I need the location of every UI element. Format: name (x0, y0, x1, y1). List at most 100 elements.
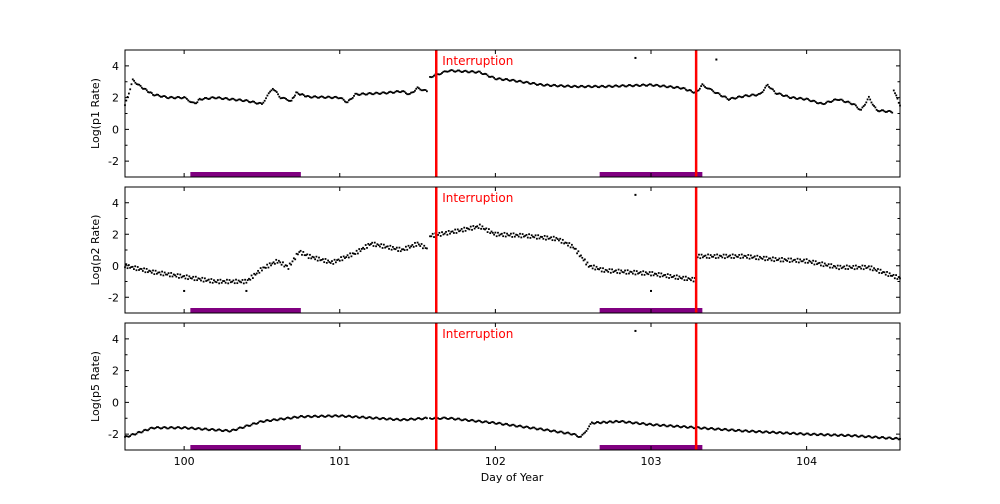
data-point (135, 432, 138, 435)
data-point (814, 433, 817, 436)
data-point (274, 262, 276, 265)
data-point (663, 423, 665, 426)
data-point (856, 106, 859, 109)
data-point (379, 418, 381, 421)
data-point (818, 433, 821, 436)
data-point (713, 254, 716, 256)
data-point (450, 69, 453, 71)
data-point (653, 272, 656, 275)
data-point (871, 103, 874, 106)
data-point (418, 417, 420, 419)
data-point (371, 241, 374, 244)
data-point (831, 266, 834, 269)
data-point (550, 430, 553, 433)
data-point (599, 85, 602, 88)
data-point (870, 101, 873, 104)
data-point (847, 433, 850, 436)
data-point (716, 253, 719, 256)
data-point (218, 282, 221, 285)
data-point (295, 252, 298, 255)
data-point (781, 256, 783, 259)
data-point (364, 93, 367, 96)
data-point (337, 258, 340, 261)
data-point (388, 91, 390, 94)
data-point (175, 275, 178, 278)
data-point (481, 225, 484, 228)
data-point (594, 422, 597, 424)
data-point (638, 272, 641, 274)
data-point (552, 235, 555, 238)
data-point (237, 279, 240, 282)
data-point (504, 422, 507, 425)
data-point (866, 98, 869, 101)
data-point (379, 93, 381, 95)
data-point (580, 254, 582, 257)
axes-frame (124, 49, 901, 178)
data-point (884, 437, 887, 440)
data-point (178, 426, 180, 429)
data-point (202, 98, 205, 100)
data-point (357, 93, 359, 96)
data-point (670, 85, 673, 88)
data-point (489, 422, 492, 424)
data-point (626, 84, 629, 87)
data-point (285, 98, 287, 100)
data-point (401, 248, 403, 251)
data-point (309, 96, 311, 98)
data-point (642, 83, 645, 86)
data-point (629, 420, 632, 423)
data-point (254, 422, 257, 425)
data-point (733, 429, 735, 432)
data-point (185, 97, 188, 100)
data-point (870, 436, 873, 439)
data-point (296, 91, 299, 94)
data-point (682, 275, 685, 278)
data-point (350, 255, 353, 258)
data-point (855, 434, 857, 437)
data-point (377, 92, 380, 95)
data-point (525, 425, 528, 428)
data-point (705, 87, 708, 89)
data-point (390, 91, 393, 94)
data-point (643, 84, 646, 86)
data-point (454, 418, 457, 421)
data-point (563, 85, 566, 88)
data-point (893, 277, 896, 280)
data-point (897, 101, 900, 104)
data-point (140, 86, 143, 89)
data-point (167, 97, 170, 100)
data-point (319, 96, 322, 98)
data-point (416, 241, 419, 244)
data-point (397, 90, 400, 93)
data-point (691, 276, 694, 279)
y-tick-label: 0 (112, 123, 119, 136)
outlier-point (634, 56, 637, 59)
data-point (272, 261, 275, 264)
data-point (198, 427, 201, 430)
data-point (309, 253, 311, 256)
data-point (853, 434, 856, 436)
data-point (292, 257, 295, 260)
data-point (742, 95, 744, 98)
interruption-label: Interruption (442, 191, 513, 205)
data-point (830, 263, 833, 266)
data-point (333, 258, 336, 261)
data-point (248, 277, 250, 280)
data-point (362, 415, 365, 418)
data-point (167, 427, 170, 430)
data-point (145, 89, 148, 92)
data-point (148, 428, 151, 431)
data-point (823, 262, 826, 265)
data-point (180, 427, 183, 430)
data-point (460, 228, 463, 230)
data-point (380, 243, 383, 246)
data-point (306, 95, 309, 97)
data-point (133, 79, 135, 82)
data-point (657, 272, 660, 274)
data-point (523, 426, 525, 429)
data-point (573, 247, 576, 250)
data-point (608, 268, 611, 271)
data-point (593, 85, 595, 88)
data-point (158, 271, 161, 274)
data-point (515, 80, 518, 83)
